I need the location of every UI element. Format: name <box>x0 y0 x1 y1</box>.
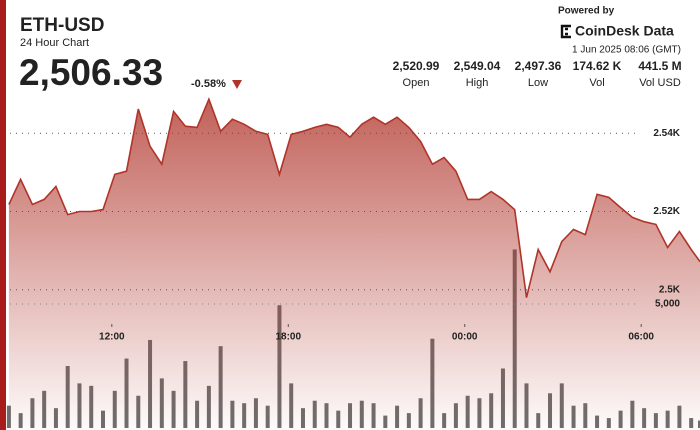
change: -0.58% <box>191 78 226 90</box>
timestamp: 1 Jun 2025 08:06 (GMT) <box>572 45 681 56</box>
stat-label: Vol <box>589 77 604 89</box>
x-tick-label: 00:00 <box>452 332 478 343</box>
brand: CoinDesk Data <box>575 23 674 39</box>
y-tick-label: 2.52K <box>653 206 680 217</box>
stat-label: Low <box>528 77 548 89</box>
powered-by: Powered by <box>558 6 615 17</box>
stat-label: Vol USD <box>639 77 681 89</box>
volume-bar <box>6 405 11 428</box>
chart-title: ETH-USD <box>20 15 104 36</box>
y2-tick-label: 5,000 <box>655 299 680 310</box>
stat-label: High <box>466 77 489 89</box>
price-area <box>8 99 700 430</box>
x-tick-label: 18:00 <box>275 332 301 343</box>
stat-value: 2,497.36 <box>515 59 562 73</box>
chart-subtitle: 24 Hour Chart <box>20 37 89 49</box>
price: 2,506.33 <box>19 52 163 93</box>
accent-bar <box>0 0 6 430</box>
price-line <box>8 97 700 298</box>
x-tick-label: 06:00 <box>628 332 654 343</box>
stat-value: 174.62 K <box>573 59 622 73</box>
stats: 2,520.99 Open 2,549.04 High 2,497.36 Low 174.6… <box>393 59 682 89</box>
stat-value: 441.5 M <box>638 59 681 73</box>
x-tick-label: 12:00 <box>99 332 125 343</box>
stat-value: 2,549.04 <box>454 59 501 73</box>
y-tick-label: 2.54K <box>653 128 680 139</box>
stat-label: Open <box>403 77 430 89</box>
y-tick-label: 2.5K <box>659 284 681 295</box>
down-arrow <box>232 80 242 89</box>
stat-value: 2,520.99 <box>393 59 440 73</box>
brand-icon <box>560 24 571 39</box>
plot: 2.5K 2.52K 2.54K 5,000 12:00 18:00 00:00 06:00 <box>6 97 700 430</box>
